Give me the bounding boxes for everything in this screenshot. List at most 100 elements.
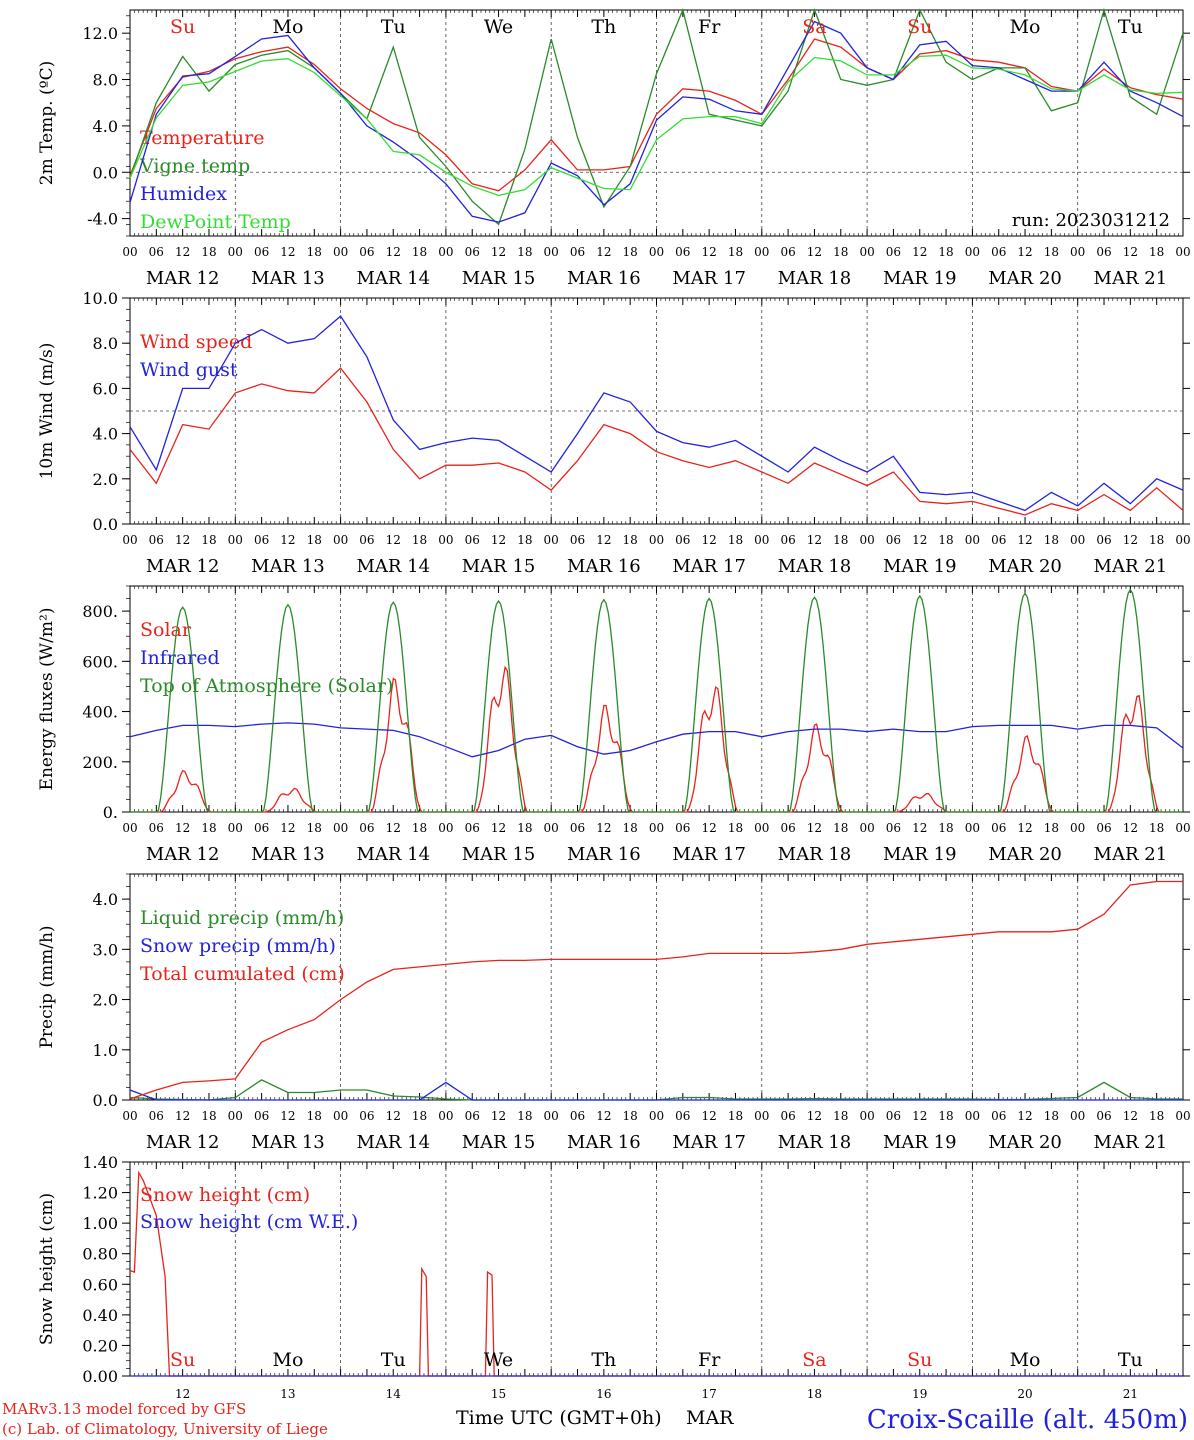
y-tick-label: 200. xyxy=(82,753,118,772)
date-label: MAR 21 xyxy=(1094,1132,1168,1153)
date-label: MAR 18 xyxy=(778,556,852,577)
hour-label: 12 xyxy=(1123,533,1138,547)
hour-label: 06 xyxy=(254,1109,269,1123)
hour-label: 00 xyxy=(965,1109,980,1123)
hour-label: 12 xyxy=(596,821,611,835)
hour-label: 12 xyxy=(386,533,401,547)
y-tick-label: 1.20 xyxy=(82,1184,118,1203)
hour-label: 18 xyxy=(833,1109,848,1123)
weekday-label: Su xyxy=(907,16,932,38)
hour-label: 00 xyxy=(1070,1109,1085,1123)
hour-label: 18 xyxy=(412,821,427,835)
hour-label: 12 xyxy=(702,533,717,547)
hour-label: 00 xyxy=(544,1109,559,1123)
y-tick-label: 4.0 xyxy=(93,890,118,909)
hour-label: 12 xyxy=(1123,1109,1138,1123)
hour-label: 12 xyxy=(596,533,611,547)
series-line xyxy=(129,1081,1183,1101)
y-tick-label: 8.0 xyxy=(93,71,118,90)
hour-label: 00 xyxy=(333,821,348,835)
weekday-label: We xyxy=(484,16,513,38)
hour-label: 00 xyxy=(1175,821,1190,835)
hour-label: 18 xyxy=(938,821,953,835)
hour-label: 06 xyxy=(570,533,585,547)
date-label: MAR 19 xyxy=(883,1132,957,1153)
panel-4: 0.0 1.0 2.0 3.0 4.0 Precip (mm/h) 00 06 12 18 00 06… xyxy=(37,873,1191,1153)
hour-label: 06 xyxy=(465,245,480,259)
hour-label: 18 xyxy=(1044,533,1059,547)
hour-label: 06 xyxy=(254,821,269,835)
date-label: MAR 15 xyxy=(462,1132,536,1153)
legend-entry: Wind speed xyxy=(140,331,252,353)
hour-label: 06 xyxy=(780,533,795,547)
hour-label: 12 xyxy=(807,1109,822,1123)
hour-label: 06 xyxy=(991,821,1006,835)
hour-label: 12 xyxy=(912,533,927,547)
legend-entry: Snow height (cm) xyxy=(140,1184,310,1206)
hour-label: 00 xyxy=(649,245,664,259)
hour-label: 00 xyxy=(649,533,664,547)
weekday-label: Th xyxy=(591,16,616,38)
station-title: Croix-Scaille (alt. 450m) xyxy=(867,1405,1188,1435)
date-label: MAR 18 xyxy=(778,844,852,865)
date-label: MAR 19 xyxy=(883,844,957,865)
series-line xyxy=(129,722,1184,758)
hour-label: 06 xyxy=(991,533,1006,547)
hour-label: 12 xyxy=(280,533,295,547)
hour-label: 12 xyxy=(175,821,190,835)
date-label: MAR 20 xyxy=(988,1132,1062,1153)
hour-label: 06 xyxy=(886,1109,901,1123)
y-tick-label: 1.40 xyxy=(82,1153,118,1172)
hour-label: 12 xyxy=(491,533,506,547)
hour-label: 12 xyxy=(912,821,927,835)
hour-label: 12 xyxy=(491,1109,506,1123)
y-tick-label: 0.80 xyxy=(82,1245,118,1264)
weekday-label-bottom: Mo xyxy=(272,1349,303,1371)
day-number: 13 xyxy=(280,1387,295,1401)
legend-entry: Vigne temp xyxy=(139,155,250,177)
date-label: MAR 13 xyxy=(251,556,325,577)
date-label: MAR 17 xyxy=(672,556,746,577)
hour-label: 06 xyxy=(780,245,795,259)
date-label: MAR 21 xyxy=(1094,268,1168,289)
hour-label: 06 xyxy=(675,1109,690,1123)
y-axis-label: Precip (mm/h) xyxy=(37,925,57,1048)
legend-entry: Temperature xyxy=(140,127,264,149)
hour-label: 00 xyxy=(228,245,243,259)
hour-label: 00 xyxy=(438,533,453,547)
hour-label: 18 xyxy=(1149,821,1164,835)
date-label: MAR 13 xyxy=(251,1132,325,1153)
y-tick-label: 800. xyxy=(82,602,118,621)
weekday-label: Fr xyxy=(698,16,721,38)
hour-label: 12 xyxy=(702,821,717,835)
hour-label: 18 xyxy=(517,821,532,835)
hour-label: 18 xyxy=(1044,821,1059,835)
hour-label: 18 xyxy=(623,1109,638,1123)
weekday-label-bottom: Su xyxy=(907,1349,932,1371)
hour-label: 06 xyxy=(149,245,164,259)
hour-label: 00 xyxy=(859,245,874,259)
hour-label: 00 xyxy=(1175,245,1190,259)
hour-label: 06 xyxy=(886,245,901,259)
date-label: MAR 17 xyxy=(672,268,746,289)
date-label: MAR 16 xyxy=(567,1132,641,1153)
series-line xyxy=(129,7,1184,226)
hour-label: 18 xyxy=(1044,245,1059,259)
hour-label: 06 xyxy=(1096,821,1111,835)
hour-label: 12 xyxy=(280,821,295,835)
date-label: MAR 17 xyxy=(672,1132,746,1153)
hour-label: 18 xyxy=(517,1109,532,1123)
hour-label: 06 xyxy=(1096,533,1111,547)
series-line xyxy=(129,880,1183,1100)
hour-label: 12 xyxy=(280,1109,295,1123)
hour-label: 00 xyxy=(122,533,137,547)
y-tick-label: 0.00 xyxy=(82,1367,118,1386)
hour-label: 12 xyxy=(1017,245,1032,259)
y-axis-label: 2m Temp. (ºC) xyxy=(37,61,57,186)
series-line xyxy=(130,588,1183,813)
y-axis-label: Snow height (cm) xyxy=(37,1193,57,1345)
date-label: MAR 12 xyxy=(146,844,220,865)
hour-label: 18 xyxy=(728,1109,743,1123)
series-line xyxy=(129,38,1184,192)
